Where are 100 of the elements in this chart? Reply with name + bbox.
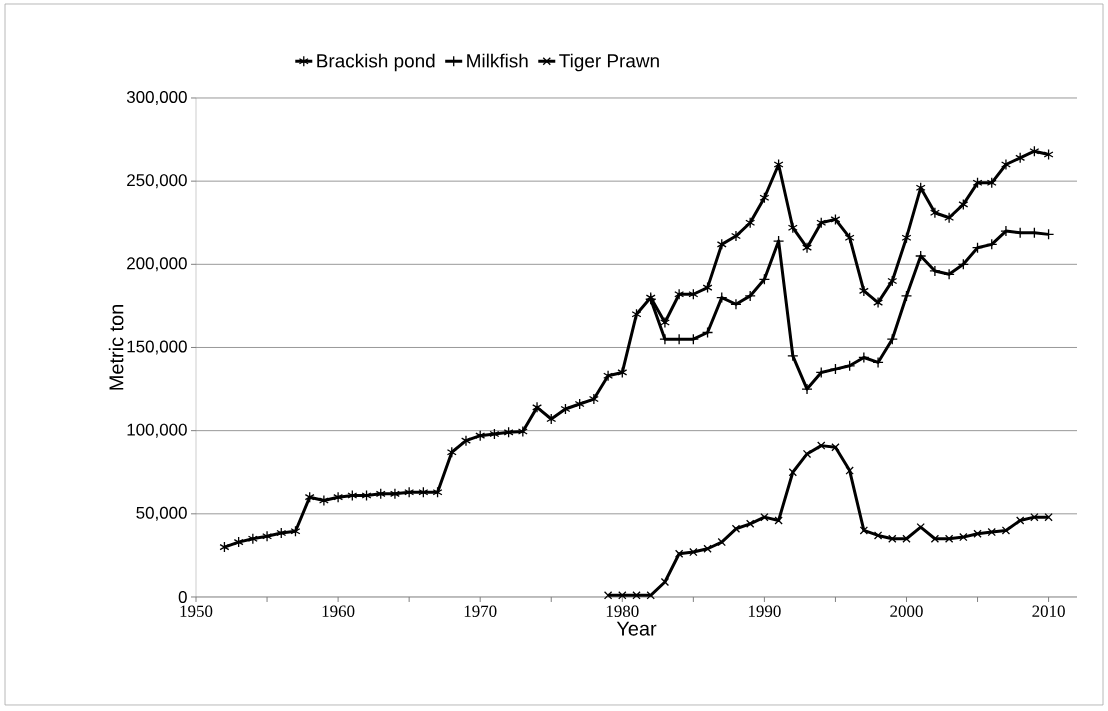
point: [276, 527, 287, 539]
point: [632, 591, 641, 600]
point: [489, 428, 500, 440]
point: [744, 290, 756, 302]
point: [560, 403, 571, 415]
point: [631, 308, 642, 320]
y-tick-label: 0: [178, 590, 187, 603]
x-tick-label: 1950: [180, 605, 213, 617]
point: [1015, 516, 1025, 525]
point: [831, 443, 840, 452]
point: [815, 366, 827, 379]
point: [674, 288, 685, 300]
point: [603, 591, 613, 600]
point: [972, 177, 983, 189]
point: [845, 466, 854, 475]
point: [347, 489, 358, 502]
y-tick-label: 100,000: [127, 423, 187, 438]
legend-label: Brackish pond: [317, 53, 435, 72]
point: [375, 488, 386, 500]
point: [1030, 512, 1039, 522]
point: [801, 383, 813, 395]
point: [446, 446, 457, 458]
point: [716, 291, 728, 304]
point: [929, 265, 941, 277]
point: [915, 250, 927, 262]
point: [262, 530, 273, 542]
point: [900, 290, 913, 302]
point: [418, 486, 429, 498]
point: [817, 441, 826, 450]
x-axis-title: Year: [616, 621, 657, 636]
point: [333, 491, 344, 503]
point: [461, 434, 471, 447]
y-axis-title: Metric ton: [108, 305, 124, 390]
point: [958, 198, 969, 211]
point: [758, 273, 771, 285]
point: [247, 533, 258, 545]
point: [361, 489, 372, 502]
point: [802, 242, 812, 254]
point: [829, 363, 842, 375]
point: [902, 534, 911, 543]
point: [432, 486, 443, 498]
point: [746, 519, 755, 528]
point: [1043, 148, 1054, 161]
point: [858, 351, 870, 364]
point: [887, 275, 898, 287]
point: [859, 526, 869, 535]
point: [915, 182, 926, 194]
y-tick-label: 150,000: [127, 340, 187, 355]
point: [574, 398, 585, 410]
point: [888, 534, 897, 543]
point: [971, 242, 984, 254]
point: [1000, 158, 1011, 171]
point: [787, 222, 798, 234]
point: [858, 285, 869, 297]
point: [1015, 152, 1026, 164]
point: [943, 268, 955, 280]
point: [617, 366, 628, 379]
point: [929, 207, 940, 219]
point: [1044, 512, 1053, 522]
point: [987, 527, 996, 537]
x-tick-label: 1970: [464, 605, 497, 617]
x-tick-label: 2010: [1032, 605, 1065, 617]
y-tick-label: 300,000: [126, 90, 187, 105]
point: [930, 534, 940, 543]
point: [659, 316, 670, 329]
point: [304, 491, 315, 503]
point: [546, 413, 557, 425]
point: [844, 360, 856, 372]
point: [318, 494, 329, 507]
legend-label: Milkfish: [467, 53, 528, 68]
point: [688, 288, 699, 300]
point: [219, 541, 230, 553]
point: [774, 516, 783, 525]
y-tick-label: 50,000: [136, 506, 187, 521]
x-tick-label: 1990: [748, 605, 781, 617]
point: [290, 525, 301, 537]
point: [944, 534, 954, 543]
point: [873, 531, 883, 540]
point: [703, 544, 712, 553]
point: [788, 468, 797, 477]
x-tick-label: 2000: [890, 605, 923, 617]
point: [872, 356, 884, 369]
point: [503, 426, 514, 438]
y-tick-label: 200,000: [127, 257, 187, 272]
point: [886, 333, 898, 345]
point: [745, 217, 756, 229]
point: [674, 549, 684, 558]
point: [701, 326, 714, 339]
point: [588, 393, 599, 405]
point: [844, 232, 855, 244]
point: [959, 532, 968, 542]
y-tick-label: 250,000: [127, 174, 187, 189]
x-tick-label: 1960: [322, 605, 355, 617]
point: [517, 425, 528, 438]
point: [944, 212, 955, 224]
point: [759, 192, 770, 204]
point: [1001, 526, 1011, 535]
point: [901, 232, 912, 244]
point: [760, 512, 769, 522]
legend-label: Tiger Prawn: [559, 53, 659, 72]
